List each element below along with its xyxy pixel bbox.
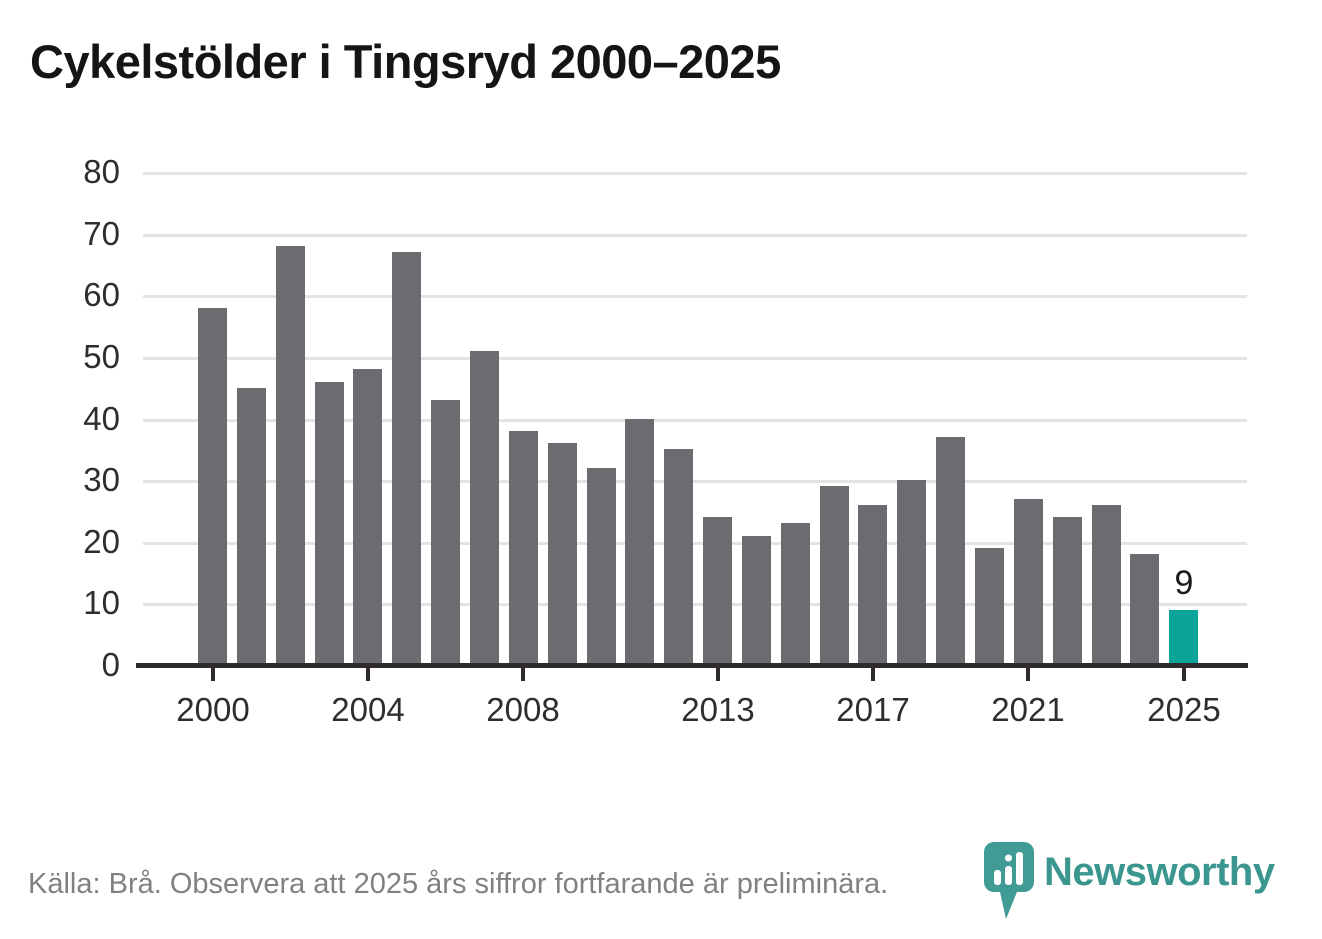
x-tick-label-2025: 2025 [1147,691,1221,728]
newsworthy-wordmark: Newsworthy [1044,850,1275,894]
bar-2002 [276,246,305,665]
y-tick-label-50: 50 [83,338,120,375]
gridline-30 [143,480,1247,483]
bar-2001 [237,388,266,665]
y-tick-label-40: 40 [83,400,120,437]
y-tick-label-0: 0 [101,646,120,683]
y-tick-label-70: 70 [83,215,120,252]
bar-2018 [897,480,926,665]
gridline-60 [143,295,1247,298]
x-tick-2008 [521,668,525,681]
chart-title: Cykelstölder i Tingsryd 2000–2025 [30,35,781,88]
bar-2024 [1130,554,1159,665]
bar-2007 [470,351,499,665]
source-note: Källa: Brå. Observera att 2025 års siffr… [28,868,889,900]
bar-2025 [1169,610,1198,665]
bar-2008 [509,431,538,665]
x-tick-label-2000: 2000 [176,691,250,728]
bar-2012 [664,449,693,665]
bar-2021 [1014,499,1043,665]
y-tick-label-20: 20 [83,523,120,560]
gridline-10 [143,603,1247,606]
bar-2005 [392,252,421,665]
gridline-70 [143,234,1247,237]
bar-2006 [431,400,460,665]
x-tick-label-2017: 2017 [836,691,910,728]
bar-2004 [353,369,382,665]
gridline-80 [143,172,1247,175]
bar-2020 [975,548,1004,665]
x-tick-label-2013: 2013 [681,691,755,728]
bar-value-label-2025: 9 [1174,564,1194,602]
newsworthy-logo: Newsworthy [984,842,1304,926]
gridline-50 [143,357,1247,360]
bar-2022 [1053,517,1082,665]
newsworthy-pin-icon [984,842,1034,919]
x-tick-2004 [366,668,370,681]
bar-2009 [548,443,577,665]
x-tick-2021 [1026,668,1030,681]
x-tick-label-2004: 2004 [331,691,405,728]
bar-2010 [587,468,616,665]
bar-2000 [198,308,227,665]
x-tick-label-2021: 2021 [991,691,1065,728]
y-tick-label-60: 60 [83,276,120,313]
gridline-20 [143,542,1247,545]
y-tick-label-10: 10 [83,584,120,621]
bar-2019 [936,437,965,665]
x-tick-2000 [211,668,215,681]
bar-2003 [315,382,344,665]
x-tick-2013 [716,668,720,681]
bar-2011 [625,419,654,665]
gridline-40 [143,419,1247,422]
y-tick-label-80: 80 [83,153,120,190]
bar-2013 [703,517,732,665]
bar-2023 [1092,505,1121,665]
bar-2014 [742,536,771,665]
x-axis-line [136,663,1248,668]
bar-2016 [820,486,849,665]
bar-2017 [858,505,887,665]
x-tick-2025 [1182,668,1186,681]
x-tick-label-2008: 2008 [486,691,560,728]
bar-2015 [781,523,810,665]
x-tick-2017 [871,668,875,681]
y-tick-label-30: 30 [83,461,120,498]
